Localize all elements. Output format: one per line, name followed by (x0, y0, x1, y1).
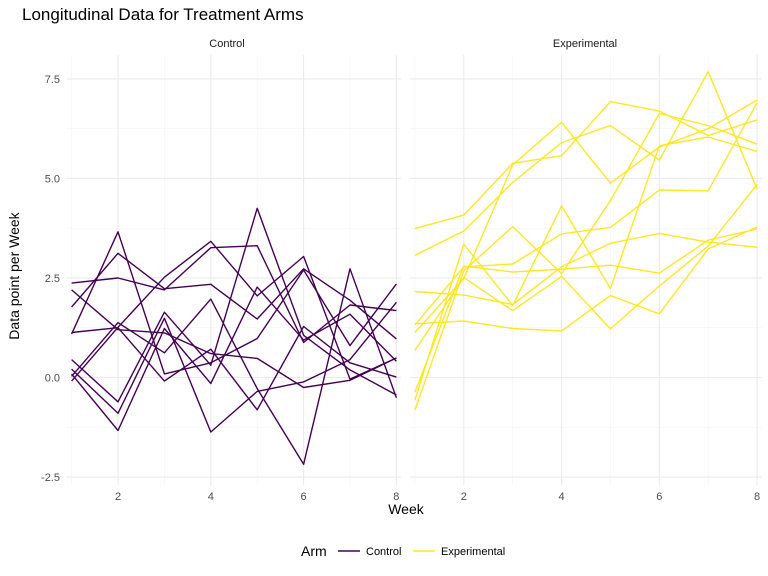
strip-label-control: Control (209, 38, 244, 50)
series-line-experimental-3 (414, 99, 758, 333)
series-line-control-1 (71, 244, 397, 344)
panel-experimental (410, 55, 762, 485)
series-line-control-8 (71, 301, 397, 433)
x-tick-label: 4 (558, 491, 564, 503)
y-tick-label: 0.0 (45, 373, 60, 385)
legend: Arm Control Experimental (301, 543, 505, 559)
series-line-experimental-9 (414, 183, 758, 351)
series-line-control-9 (71, 325, 397, 411)
strip-label-experimental: Experimental (553, 38, 617, 50)
y-axis-title: Data point per Week (6, 211, 22, 339)
series-line-control-4 (70, 231, 397, 375)
series-line-control-6 (71, 240, 397, 382)
series-line-experimental-4 (414, 112, 758, 411)
x-tick-label: 8 (754, 491, 760, 503)
x-axis-ticks-control: 2 4 6 8 (115, 491, 399, 503)
series-line-experimental-7 (414, 232, 758, 306)
series-line-control-5 (71, 268, 398, 465)
series-line-experimental-5 (414, 136, 758, 401)
series-line-experimental-8 (414, 228, 758, 393)
panel-control (67, 55, 401, 485)
x-tick-label: 2 (461, 491, 467, 503)
x-axis-ticks-experimental: 2 4 6 8 (461, 491, 760, 503)
x-tick-label: 2 (115, 491, 121, 503)
x-axis-title: Week (388, 501, 425, 517)
legend-label-experimental: Experimental (441, 546, 505, 558)
y-tick-label: 5.0 (45, 173, 60, 185)
x-tick-label: 6 (301, 491, 307, 503)
series-line-experimental-6 (414, 102, 758, 326)
series-line-control-7 (71, 286, 397, 432)
chart-title: Longitudinal Data for Treatment Arms (22, 5, 304, 24)
series-line-experimental-1 (414, 100, 758, 230)
legend-title: Arm (301, 543, 327, 559)
x-tick-label: 6 (656, 491, 662, 503)
series-line-experimental-2 (414, 70, 758, 256)
y-tick-label: 2.5 (45, 273, 60, 285)
y-tick-label: -2.5 (41, 472, 60, 484)
series-line-experimental-10 (414, 226, 758, 332)
series-line-control-2 (71, 252, 397, 340)
x-tick-label: 4 (208, 491, 214, 503)
x-tick-label: 8 (393, 491, 399, 503)
series-line-control-3 (71, 207, 397, 403)
y-axis-ticks: -2.5 0.0 2.5 5.0 7.5 (41, 74, 60, 484)
legend-label-control: Control (366, 546, 401, 558)
series-line-control-10 (71, 289, 397, 389)
y-tick-label: 7.5 (45, 74, 60, 86)
